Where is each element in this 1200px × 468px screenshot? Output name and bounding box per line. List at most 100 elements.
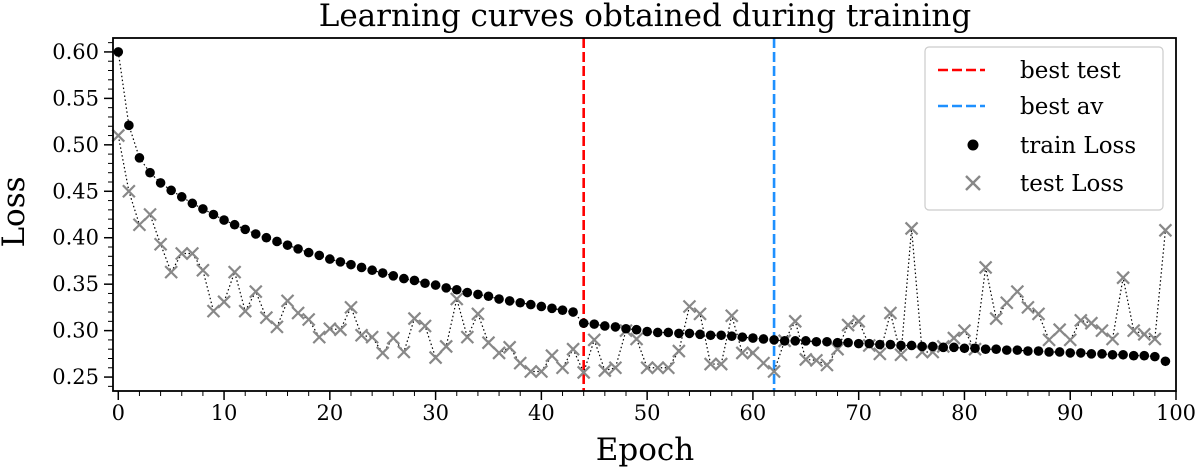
train-loss-point [600, 321, 610, 331]
test-loss-point [524, 364, 538, 379]
test-loss-point [1063, 333, 1078, 347]
test-loss-mark [576, 365, 591, 380]
test-loss-point [661, 360, 676, 375]
train-loss-point [864, 338, 875, 349]
train-loss-point [462, 287, 473, 298]
train-loss-point [758, 334, 769, 344]
test-loss-mark [693, 307, 707, 321]
test-loss-mark [1148, 332, 1162, 346]
test-loss-point [598, 363, 612, 378]
train-loss-point [896, 340, 906, 351]
test-loss-mark [957, 323, 972, 338]
train-loss-point [716, 330, 726, 341]
test-loss-point [1074, 313, 1088, 328]
train-loss-point [652, 327, 663, 338]
test-loss-point [894, 347, 908, 362]
train-loss-point [642, 326, 652, 337]
test-loss-point [460, 330, 475, 344]
test-loss-mark [989, 311, 1003, 326]
x-tick-label: 90 [1057, 401, 1084, 425]
series-line-train-loss [117, 51, 1166, 362]
train-loss-point [885, 339, 896, 350]
test-loss-mark [481, 335, 496, 350]
test-loss-mark [1031, 307, 1046, 321]
test-loss-mark [650, 360, 665, 375]
train-loss-point [769, 335, 779, 345]
test-loss-mark [238, 304, 252, 318]
train-loss-point [663, 327, 674, 338]
test-loss-point [629, 332, 644, 346]
test-loss-mark [1021, 300, 1035, 315]
test-loss-point [185, 246, 200, 261]
train-loss-point [1033, 346, 1044, 356]
test-loss-mark [259, 310, 274, 325]
test-loss-mark [566, 342, 580, 356]
train-loss-point [1150, 351, 1160, 362]
test-loss-point [418, 319, 432, 333]
test-loss-mark [365, 330, 379, 344]
test-loss-point [386, 331, 401, 345]
test-loss-mark [1063, 333, 1078, 347]
train-loss-point [176, 192, 187, 202]
train-loss-point [272, 236, 282, 247]
test-loss-mark [1052, 322, 1067, 337]
test-loss-point [344, 300, 358, 315]
train-loss-point [801, 336, 811, 346]
train-loss-point [875, 339, 885, 350]
train-loss-point [568, 307, 578, 317]
test-loss-mark [280, 294, 295, 308]
test-loss-mark [767, 364, 781, 379]
test-loss-point [280, 294, 295, 308]
test-loss-point [693, 307, 707, 321]
test-loss-mark [809, 353, 824, 368]
test-loss-mark [185, 246, 200, 261]
train-loss-point [927, 341, 938, 352]
test-loss-mark [724, 308, 739, 323]
test-loss-point [534, 364, 549, 379]
test-loss-mark [471, 307, 485, 321]
train-loss-point [737, 332, 748, 342]
train-loss-point [822, 336, 832, 347]
test-loss-point [703, 357, 718, 371]
test-loss-point [1084, 316, 1099, 330]
train-loss-point [399, 273, 409, 284]
test-loss-point [650, 360, 665, 375]
train-loss-point [790, 336, 801, 346]
test-loss-point [809, 353, 824, 368]
train-loss-point [525, 299, 536, 310]
test-loss-point [323, 321, 337, 336]
test-loss-mark [851, 314, 866, 329]
train-loss-point [1086, 349, 1097, 359]
test-loss-mark [164, 265, 178, 279]
train-loss-point [325, 254, 335, 264]
train-loss-point [515, 297, 526, 308]
test-loss-point [999, 295, 1014, 310]
legend-swatch-x [965, 175, 981, 191]
test-loss-mark [344, 300, 358, 315]
train-loss-point [832, 337, 843, 348]
test-loss-point [1021, 300, 1035, 315]
test-loss-point [746, 346, 760, 360]
test-loss-point [989, 311, 1003, 326]
train-loss-point [621, 323, 631, 334]
test-loss-mark [174, 246, 189, 261]
train-loss-point [314, 250, 325, 261]
test-loss-point [449, 292, 464, 306]
test-loss-mark [587, 333, 602, 347]
test-loss-mark [1137, 327, 1152, 342]
test-loss-point [270, 320, 284, 334]
test-loss-mark [1010, 284, 1025, 299]
test-loss-mark [502, 340, 517, 355]
test-loss-point [1042, 333, 1056, 347]
test-loss-point [439, 339, 453, 354]
train-loss-point [451, 284, 462, 295]
x-tick-label: 10 [211, 401, 238, 425]
test-loss-point [566, 342, 580, 356]
train-loss-point [1054, 347, 1065, 357]
train-loss-point [219, 215, 229, 225]
test-loss-mark [227, 265, 242, 279]
x-tick-label: 30 [422, 401, 449, 425]
train-loss-point [250, 229, 261, 239]
test-loss-point [291, 306, 305, 320]
legend-label: train Loss [1020, 133, 1136, 159]
